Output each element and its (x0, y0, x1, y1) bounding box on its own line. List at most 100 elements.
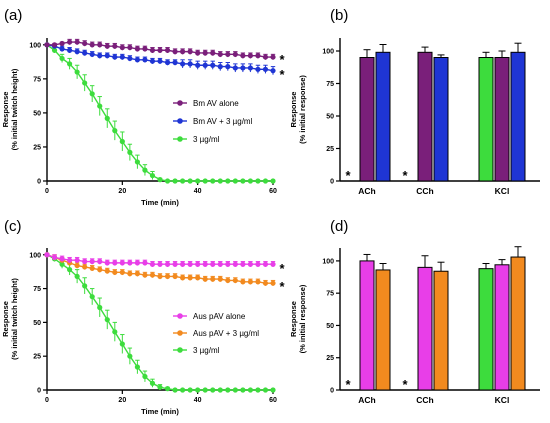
data-point (240, 279, 246, 285)
data-point (164, 261, 171, 267)
data-point (255, 387, 261, 393)
data-point (195, 387, 201, 393)
data-point (240, 261, 246, 267)
data-point (217, 276, 223, 282)
x-tick-label: 20 (118, 397, 126, 404)
data-point (270, 68, 276, 74)
data-point (225, 64, 231, 70)
data-point (59, 261, 65, 267)
y-tick-label: 100 (322, 258, 334, 265)
data-point (97, 304, 103, 311)
data-point (134, 46, 140, 52)
data-point (247, 178, 253, 184)
data-point (187, 275, 193, 281)
data-point (232, 65, 238, 71)
data-point (82, 258, 88, 265)
data-point (97, 53, 103, 59)
data-point (187, 387, 193, 393)
panel-d: (d) Response (% initial response) 0 25 50 75 10… (289, 218, 540, 405)
legend-marker (177, 313, 183, 319)
data-point (217, 64, 223, 70)
data-point (195, 261, 201, 267)
data-point (74, 273, 80, 279)
y-tick-label: 100 (29, 42, 41, 49)
bar (478, 268, 494, 391)
data-point (112, 43, 118, 49)
data-point (225, 387, 231, 393)
bar (359, 260, 375, 391)
series-line (46, 44, 273, 182)
y-tick-label: 25 (33, 144, 41, 151)
data-point (74, 262, 80, 269)
data-point (119, 341, 125, 347)
data-point (149, 261, 156, 267)
data-point (134, 271, 140, 277)
data-point (225, 51, 231, 57)
y-tick-label: 25 (326, 355, 334, 362)
data-point (89, 91, 95, 97)
data-point (142, 260, 148, 266)
data-point (157, 177, 163, 183)
data-point (195, 62, 201, 68)
data-point (97, 103, 103, 109)
data-point (232, 277, 238, 284)
data-point (210, 62, 216, 68)
y-tick-label: 100 (29, 252, 41, 259)
data-point (180, 275, 186, 281)
data-point (187, 261, 193, 267)
category-label: CCh (416, 186, 433, 196)
bar (510, 256, 526, 391)
data-point (232, 387, 238, 393)
data-point (232, 178, 238, 184)
data-point (67, 47, 73, 53)
data-point (164, 47, 171, 53)
bar (478, 57, 494, 182)
data-point (149, 172, 156, 179)
y-tick-label: 100 (322, 49, 334, 56)
bar (417, 266, 433, 391)
bar (433, 57, 449, 182)
data-point (232, 261, 238, 267)
data-point (142, 167, 148, 173)
data-point (51, 254, 58, 261)
y-tick-label: 0 (37, 388, 41, 395)
data-point (142, 46, 148, 52)
data-point (51, 42, 58, 48)
data-point (164, 59, 171, 66)
data-point (180, 61, 186, 67)
data-point (164, 178, 171, 184)
data-point (270, 178, 276, 184)
data-point (217, 51, 223, 57)
bar (375, 51, 391, 182)
data-point (255, 66, 261, 72)
y-axis-label: (% initial twitch height) (10, 68, 19, 150)
y-tick-label: 50 (33, 320, 41, 327)
data-point (82, 283, 88, 289)
category-label: ACh (358, 395, 375, 405)
panel-label: (a) (4, 7, 22, 24)
x-tick-label: 40 (194, 188, 202, 195)
data-point (187, 61, 193, 67)
data-point (104, 43, 110, 49)
data-point (180, 178, 186, 184)
data-point (142, 373, 148, 380)
data-point (89, 265, 95, 271)
data-point (44, 252, 50, 258)
significance-star: * (279, 52, 285, 67)
data-point (210, 50, 216, 56)
y-axis-label: Response (1, 301, 10, 337)
panel-b: (b) Response (% initial response) 0 25 50 75 10… (289, 7, 540, 196)
x-axis-label: Time (min) (141, 198, 179, 207)
legend-marker (177, 118, 183, 124)
data-point (157, 384, 163, 390)
legend-label: 3 µg/ml (193, 346, 220, 355)
data-point (240, 387, 246, 393)
data-point (112, 54, 118, 60)
bar (433, 270, 449, 391)
data-point (157, 261, 163, 267)
data-point (97, 267, 103, 273)
category-label: KCl (495, 395, 510, 405)
data-point (149, 58, 156, 64)
data-point (51, 47, 58, 53)
data-point (119, 44, 125, 51)
